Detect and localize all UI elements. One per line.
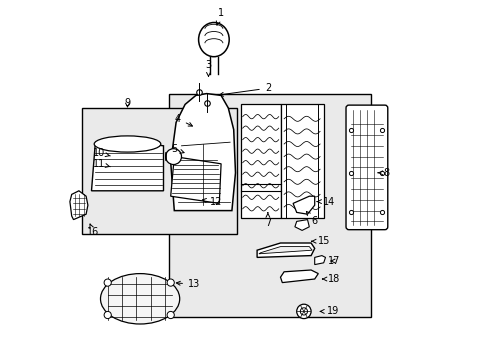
Text: 1: 1 <box>216 8 224 25</box>
Polygon shape <box>314 256 325 265</box>
Polygon shape <box>294 220 309 230</box>
Circle shape <box>104 279 111 286</box>
Bar <box>241 104 280 218</box>
Text: 13: 13 <box>176 279 200 289</box>
Text: 14: 14 <box>317 197 335 207</box>
Text: 2: 2 <box>219 83 270 96</box>
Text: 15: 15 <box>311 236 329 246</box>
FancyBboxPatch shape <box>82 108 237 234</box>
Text: 11: 11 <box>92 159 110 169</box>
Bar <box>280 104 323 218</box>
Ellipse shape <box>198 22 229 57</box>
Text: 16: 16 <box>87 224 99 237</box>
Polygon shape <box>170 157 221 203</box>
Polygon shape <box>280 270 318 283</box>
Circle shape <box>300 308 307 315</box>
Text: 8: 8 <box>377 168 389 178</box>
Circle shape <box>167 311 174 319</box>
Polygon shape <box>292 196 314 214</box>
Polygon shape <box>258 247 311 254</box>
Text: 4: 4 <box>175 114 192 126</box>
FancyBboxPatch shape <box>346 105 387 230</box>
Text: 9: 9 <box>124 98 130 108</box>
Text: 10: 10 <box>92 148 110 158</box>
Text: 19: 19 <box>320 306 338 316</box>
Text: 6: 6 <box>306 211 317 226</box>
Text: 17: 17 <box>327 256 340 266</box>
Circle shape <box>165 149 181 165</box>
Polygon shape <box>91 144 163 191</box>
Polygon shape <box>70 191 88 220</box>
Polygon shape <box>257 243 314 257</box>
Circle shape <box>104 311 111 319</box>
Circle shape <box>296 304 310 319</box>
Text: 3: 3 <box>205 60 211 76</box>
Text: 7: 7 <box>264 213 270 228</box>
Text: 18: 18 <box>322 274 340 284</box>
Polygon shape <box>170 94 235 211</box>
Text: 12: 12 <box>202 197 222 207</box>
FancyBboxPatch shape <box>168 94 370 317</box>
Circle shape <box>167 279 174 286</box>
Ellipse shape <box>94 136 161 152</box>
Text: 5: 5 <box>171 144 183 154</box>
Ellipse shape <box>101 274 179 324</box>
